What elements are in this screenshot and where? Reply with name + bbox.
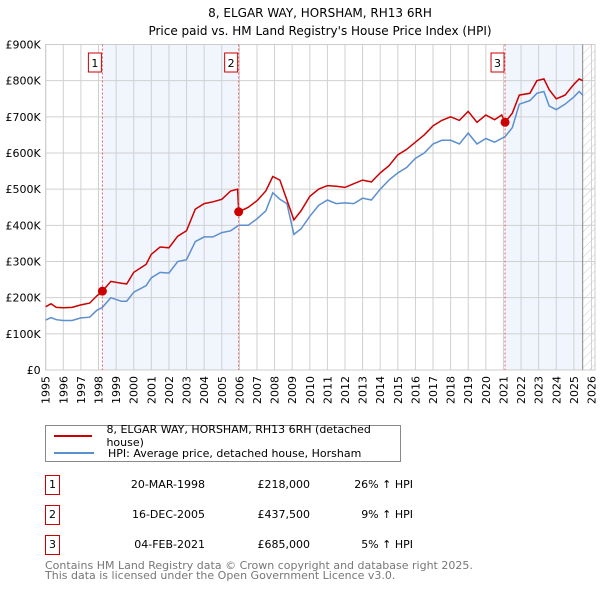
- sale-date: 04-FEB-2021: [134, 538, 205, 551]
- sale-label-box: [87, 52, 102, 73]
- sale-hpi-diff: 9% ↑ HPI: [361, 508, 413, 521]
- x-tick-label: 2005: [216, 376, 229, 404]
- x-tick-label: 2011: [321, 376, 334, 404]
- legend-label: HPI: Average price, detached house, Hors…: [108, 446, 362, 460]
- y-tick-label: £700K: [5, 111, 41, 124]
- sale-label-number: 2: [228, 57, 235, 70]
- x-tick-label: 2022: [515, 376, 528, 404]
- x-tick-label: 1998: [93, 376, 106, 404]
- sale-row: 1 20-MAR-1998 £218,000 26% ↑ HPI: [45, 475, 445, 495]
- x-tick-label: 1995: [40, 376, 53, 404]
- x-tick-label: 2001: [145, 376, 158, 404]
- y-tick-label: £600K: [5, 147, 41, 160]
- x-tick-label: 2017: [427, 376, 440, 404]
- sale-price: £218,000: [257, 478, 311, 491]
- x-tick-label: 2016: [409, 376, 422, 404]
- future-hatch-region: [582, 44, 595, 370]
- x-tick-label: 2008: [269, 376, 282, 404]
- sale-label-box: [490, 52, 505, 73]
- sale-number: 1: [45, 475, 60, 495]
- legend-item-property: 8, ELGAR WAY, HORSHAM, RH13 6RH (detache…: [54, 423, 400, 449]
- x-tick-label: 2009: [286, 376, 299, 404]
- x-tick-label: 2019: [462, 376, 475, 404]
- legend: 8, ELGAR WAY, HORSHAM, RH13 6RH (detache…: [45, 423, 401, 462]
- sale-price: £437,500: [257, 508, 311, 521]
- x-tick-label: 2023: [533, 376, 546, 404]
- x-tick-label: 2010: [304, 376, 317, 404]
- x-tick-label: 2012: [339, 376, 352, 404]
- legend-swatch-blue: [54, 452, 94, 454]
- sale-number: 2: [45, 505, 60, 525]
- x-tick-label: 2018: [445, 376, 458, 404]
- y-tick-label: £500K: [5, 183, 41, 196]
- y-tick-label: £900K: [5, 39, 41, 52]
- x-tick-label: 2026: [585, 376, 598, 404]
- sale-date: 16-DEC-2005: [131, 508, 205, 521]
- y-tick-label: £800K: [5, 75, 41, 88]
- chart-subtitle: Price paid vs. HM Land Registry's House …: [148, 24, 491, 38]
- chart-title: 8, ELGAR WAY, HORSHAM, RH13 6RH: [208, 6, 432, 20]
- sale-row: 3 04-FEB-2021 £685,000 5% ↑ HPI: [45, 535, 445, 555]
- x-tick-label: 1999: [110, 376, 123, 404]
- x-tick-label: 1997: [75, 376, 88, 404]
- shaded-ownership-period: [102, 44, 239, 370]
- y-tick-label: £100K: [5, 328, 41, 341]
- x-tick-label: 2025: [568, 376, 581, 404]
- x-tick-label: 2004: [198, 376, 211, 404]
- x-tick-label: 2003: [181, 376, 194, 404]
- y-tick-label: £400K: [5, 219, 41, 232]
- sale-row: 2 16-DEC-2005 £437,500 9% ↑ HPI: [45, 505, 445, 525]
- y-tick-label: £0: [27, 364, 41, 377]
- sale-label-number: 1: [91, 57, 98, 70]
- sale-date: 20-MAR-1998: [130, 478, 205, 491]
- x-tick-label: 2021: [497, 376, 510, 404]
- sale-point: [234, 207, 244, 217]
- x-tick-label: 2000: [128, 376, 141, 404]
- x-tick-label: 2014: [374, 376, 387, 404]
- x-tick-label: 2007: [251, 376, 264, 404]
- legend-swatch-red: [54, 435, 93, 437]
- sale-number: 3: [45, 535, 60, 555]
- x-tick-label: 1996: [57, 376, 70, 404]
- price-chart: 8, ELGAR WAY, HORSHAM, RH13 6RH Price pa…: [5, 6, 598, 404]
- x-tick-label: 2024: [550, 376, 563, 404]
- footer-licence: This data is licensed under the Open Gov…: [45, 569, 396, 582]
- legend-label: 8, ELGAR WAY, HORSHAM, RH13 6RH (detache…: [106, 423, 371, 449]
- y-tick-label: £200K: [5, 292, 41, 305]
- x-tick-label: 2020: [480, 376, 493, 404]
- sale-point: [97, 286, 107, 296]
- sale-hpi-diff: 5% ↑ HPI: [361, 538, 413, 551]
- plot-border: [45, 44, 596, 371]
- x-tick-label: 2002: [163, 376, 176, 404]
- sale-hpi-diff: 26% ↑ HPI: [354, 478, 413, 491]
- x-tick-label: 2015: [392, 376, 405, 404]
- x-tick-label: 2006: [233, 376, 246, 404]
- sale-point: [500, 117, 510, 127]
- footer-copyright: Contains HM Land Registry data © Crown c…: [45, 559, 473, 572]
- sale-label-number: 3: [494, 57, 501, 70]
- y-tick-label: £300K: [5, 256, 41, 269]
- legend-item-hpi: HPI: Average price, detached house, Hors…: [54, 445, 361, 461]
- sale-price: £685,000: [257, 538, 311, 551]
- x-tick-label: 2013: [357, 376, 370, 404]
- sale-label-box: [224, 52, 239, 73]
